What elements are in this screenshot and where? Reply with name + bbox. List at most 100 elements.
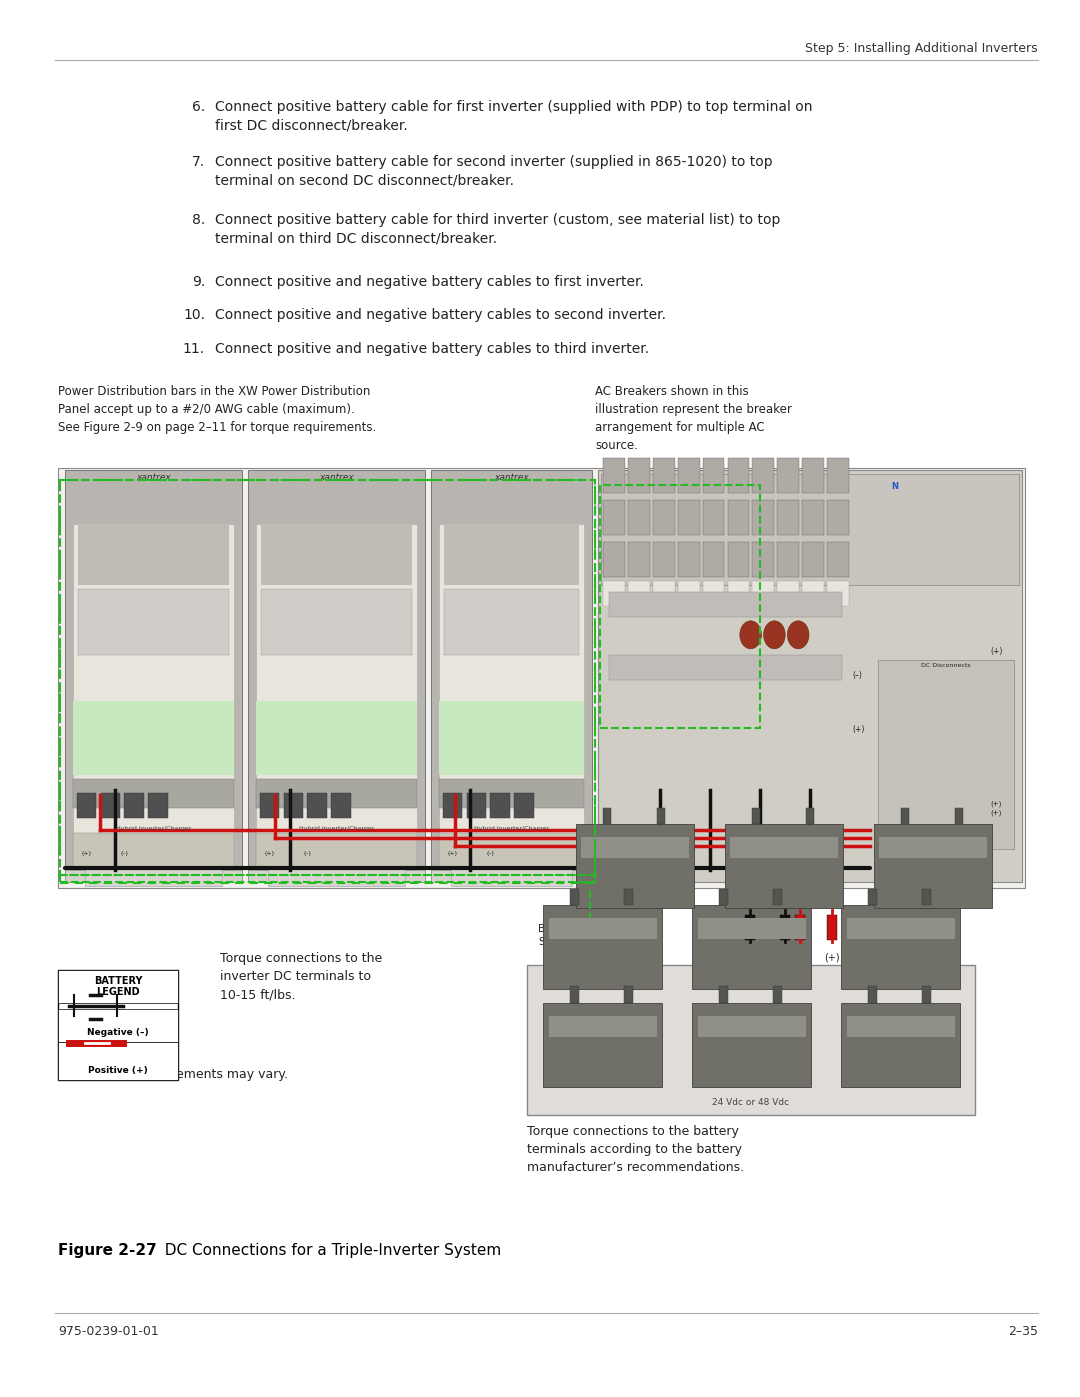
Bar	[778, 581, 799, 606]
Text: xantrex: xantrex	[495, 472, 529, 482]
Bar	[609, 655, 842, 680]
Bar	[778, 458, 799, 493]
Bar	[692, 1003, 811, 1087]
Text: Connect positive battery cable for third inverter (custom, see material list) to: Connect positive battery cable for third…	[215, 212, 781, 246]
Bar	[581, 837, 689, 858]
Text: Connect positive battery cable for first inverter (supplied with PDP) to top ter: Connect positive battery cable for first…	[215, 101, 812, 133]
Text: Positive (+): Positive (+)	[89, 1066, 148, 1074]
Bar	[653, 581, 675, 606]
Text: N: N	[891, 482, 899, 492]
Bar	[78, 590, 229, 655]
Bar	[549, 918, 657, 939]
Bar	[604, 500, 625, 535]
Bar	[438, 780, 584, 807]
Bar	[490, 793, 510, 819]
Text: BATTERY
LEGEND: BATTERY LEGEND	[94, 975, 143, 997]
Bar	[438, 524, 584, 870]
Bar	[878, 659, 1013, 849]
Text: Connect positive and negative battery cables to third inverter.: Connect positive and negative battery ca…	[215, 342, 649, 356]
Bar	[780, 915, 791, 940]
Bar	[703, 581, 725, 606]
Text: (+): (+)	[785, 953, 800, 963]
Bar	[65, 469, 242, 882]
Text: (–): (–)	[486, 851, 495, 855]
Bar	[868, 888, 877, 905]
Text: 9.: 9.	[192, 275, 205, 289]
Bar	[268, 869, 405, 886]
Bar	[332, 793, 351, 819]
Bar	[514, 793, 534, 819]
Bar	[703, 458, 725, 493]
Circle shape	[740, 620, 761, 648]
Bar	[527, 965, 975, 1115]
Bar	[728, 581, 750, 606]
Text: (+): (+)	[990, 647, 1002, 655]
Text: 6.: 6.	[192, 101, 205, 115]
Bar	[868, 986, 877, 1003]
Bar	[692, 905, 811, 989]
Bar	[901, 807, 909, 824]
Bar	[753, 458, 774, 493]
Bar	[728, 500, 750, 535]
Bar	[438, 833, 584, 870]
Bar	[308, 793, 327, 819]
Bar	[624, 888, 633, 905]
Bar	[576, 824, 694, 908]
Circle shape	[764, 620, 785, 648]
Bar	[603, 807, 611, 824]
Bar	[827, 581, 849, 606]
Bar	[629, 458, 650, 493]
Bar	[72, 833, 234, 870]
Text: 11.: 11.	[183, 342, 205, 356]
Bar	[795, 915, 806, 940]
Bar	[678, 542, 700, 577]
Bar	[438, 701, 584, 775]
Bar	[653, 458, 675, 493]
Text: 2–35: 2–35	[1008, 1324, 1038, 1338]
Bar	[604, 581, 625, 606]
Bar	[248, 469, 426, 882]
Bar	[467, 793, 486, 819]
Bar	[570, 888, 579, 905]
Bar	[802, 581, 824, 606]
Bar	[58, 468, 1025, 888]
Bar	[570, 986, 579, 1003]
Bar	[261, 590, 413, 655]
Bar	[744, 915, 755, 940]
Circle shape	[787, 620, 809, 648]
Bar	[602, 474, 1018, 585]
Bar	[604, 542, 625, 577]
Bar	[261, 524, 413, 585]
Text: (–): (–)	[852, 672, 862, 680]
Text: Connect positive and negative battery cables to second inverter.: Connect positive and negative battery ca…	[215, 307, 666, 321]
Bar	[443, 793, 462, 819]
Bar	[609, 592, 842, 617]
Bar	[879, 837, 987, 858]
Bar	[752, 807, 760, 824]
Text: 24 Vdc or 48 Vdc: 24 Vdc or 48 Vdc	[713, 1098, 789, 1106]
Text: Hybrid Inverter/Charger: Hybrid Inverter/Charger	[474, 826, 550, 831]
Bar	[847, 1016, 955, 1037]
Bar	[841, 905, 960, 989]
Bar	[451, 869, 572, 886]
Bar	[773, 986, 782, 1003]
Bar	[629, 500, 650, 535]
Bar	[629, 542, 650, 577]
Bar	[703, 542, 725, 577]
Bar	[678, 581, 700, 606]
Bar	[806, 807, 814, 824]
Text: 8.: 8.	[192, 212, 205, 226]
Bar	[549, 1016, 657, 1037]
Bar	[284, 793, 303, 819]
Text: 7.: 7.	[192, 155, 205, 169]
Text: (+): (+)	[852, 725, 865, 733]
Bar	[657, 807, 665, 824]
Bar	[624, 986, 633, 1003]
Bar	[256, 701, 418, 775]
Bar	[444, 524, 579, 585]
Text: Connect positive battery cable for second inverter (supplied in 865-1020) to top: Connect positive battery cable for secon…	[215, 155, 772, 189]
Text: Hybrid Inverter/Charger: Hybrid Inverter/Charger	[116, 826, 191, 831]
Bar	[543, 905, 662, 989]
Bar	[827, 542, 849, 577]
Text: Torque connections to the battery
terminals according to the battery
manufacture: Torque connections to the battery termin…	[527, 1125, 744, 1173]
